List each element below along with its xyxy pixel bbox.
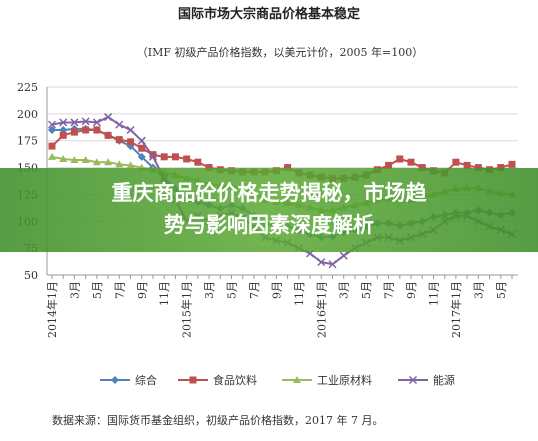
data-point xyxy=(194,158,202,166)
x-tick-label: 9月 xyxy=(136,281,149,299)
x-tick-label: 9月 xyxy=(270,281,283,299)
x-tick-label: 3月 xyxy=(203,281,216,299)
data-point xyxy=(82,126,90,134)
legend-label: 食品饮料 xyxy=(213,373,257,387)
data-point xyxy=(328,260,337,269)
data-point xyxy=(205,164,213,172)
source-note: 数据来源：国际货币基金组织，初级产品价格指数，2017 年 7 月。 xyxy=(52,413,383,427)
x-tick-label: 3月 xyxy=(338,281,351,299)
data-point xyxy=(463,161,471,169)
x-tick-label: 11月 xyxy=(427,281,440,306)
data-point xyxy=(48,125,56,134)
data-point xyxy=(81,156,90,164)
data-point xyxy=(104,113,113,122)
data-point xyxy=(293,376,301,383)
data-point xyxy=(59,154,68,162)
x-tick-label: 3月 xyxy=(472,281,485,299)
data-point xyxy=(48,152,56,160)
data-point xyxy=(339,251,348,260)
data-point xyxy=(92,118,101,127)
y-tick-label: 225 xyxy=(17,81,38,94)
data-point xyxy=(396,155,404,163)
x-tick-label: 2017年1月 xyxy=(449,281,463,338)
data-point xyxy=(70,128,78,136)
data-point xyxy=(171,153,179,161)
legend-label: 工业原材料 xyxy=(317,373,372,387)
legend-label: 能源 xyxy=(433,373,455,387)
x-tick-label: 3月 xyxy=(68,281,81,299)
data-point xyxy=(284,164,292,172)
x-tick-label: 5月 xyxy=(495,281,508,299)
banner-text: 重庆商品砼价格走势揭秘，市场趋 xyxy=(112,181,428,205)
banner xyxy=(0,168,538,252)
data-point xyxy=(59,131,67,139)
data-point xyxy=(111,376,119,384)
x-tick-label: 9月 xyxy=(405,281,418,299)
x-tick-label: 11月 xyxy=(158,281,171,306)
data-point xyxy=(104,131,112,139)
data-point xyxy=(104,158,113,166)
data-point xyxy=(497,164,505,172)
data-point xyxy=(407,158,415,166)
data-point xyxy=(452,158,460,166)
y-tick-label: 200 xyxy=(17,108,38,121)
x-tick-label: 2014年1月 xyxy=(45,281,59,338)
data-point xyxy=(48,142,56,150)
data-point xyxy=(127,138,135,146)
data-point xyxy=(148,152,158,161)
data-point xyxy=(408,375,418,385)
chart-title: 国际市场大宗商品价格基本稳定 xyxy=(178,6,360,22)
x-tick-label: 7月 xyxy=(383,281,396,299)
legend-label: 综合 xyxy=(135,373,157,387)
data-point xyxy=(92,158,101,166)
data-point xyxy=(385,161,393,169)
x-tick-label: 7月 xyxy=(248,281,261,299)
data-point xyxy=(115,160,124,168)
data-point xyxy=(149,151,157,159)
data-point xyxy=(115,120,124,129)
data-point xyxy=(508,160,516,168)
data-point xyxy=(317,258,326,267)
data-point xyxy=(189,376,197,384)
y-tick-label: 50 xyxy=(24,269,38,282)
data-point xyxy=(93,126,101,134)
data-point xyxy=(138,144,146,152)
x-tick-label: 11月 xyxy=(293,281,306,306)
data-point xyxy=(81,117,90,126)
data-point xyxy=(59,118,68,127)
banner-text: 势与影响因素深度解析 xyxy=(164,213,374,237)
data-point xyxy=(474,164,482,172)
x-tick-label: 5月 xyxy=(226,281,239,299)
x-tick-label: 5月 xyxy=(360,281,373,299)
data-point xyxy=(126,125,135,135)
x-tick-label: 2016年1月 xyxy=(314,281,328,338)
x-tick-label: 5月 xyxy=(91,281,104,299)
data-point xyxy=(160,153,168,161)
data-point xyxy=(70,156,79,164)
data-point xyxy=(70,118,79,127)
data-point xyxy=(418,164,426,172)
data-point xyxy=(115,136,123,144)
x-tick-label: 2015年1月 xyxy=(180,281,194,338)
data-point xyxy=(183,155,191,163)
data-point xyxy=(47,120,57,129)
data-point xyxy=(137,136,146,145)
chart-subtitle: （IMF 初级产品价格指数，以美元计价，2005 年=100） xyxy=(137,45,423,59)
data-point xyxy=(137,152,146,161)
y-tick-label: 175 xyxy=(17,135,38,148)
data-point xyxy=(126,161,135,169)
x-tick-label: 7月 xyxy=(113,281,126,299)
